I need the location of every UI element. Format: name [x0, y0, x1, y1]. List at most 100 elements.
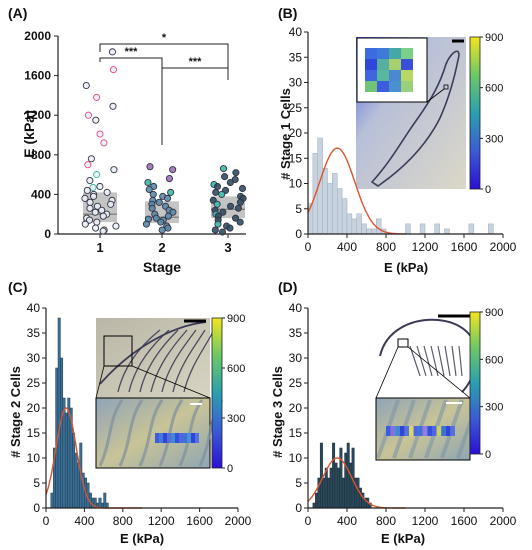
data-point [96, 182, 104, 191]
y-tick-label: 0 [295, 227, 302, 241]
force-map-pixel [167, 433, 171, 443]
force-map-pixel [179, 433, 183, 443]
cell-ridge [437, 345, 445, 377]
y-tick-label: 15 [289, 426, 303, 440]
y-tick-label: 30 [27, 351, 41, 365]
histogram-bar [346, 213, 353, 235]
histogram-bar [361, 223, 367, 235]
x-tick-label: 1200 [148, 514, 175, 528]
zoom-connector [407, 346, 471, 399]
force-map-pixel [427, 426, 432, 436]
cell-ridge [117, 329, 161, 393]
cell-outline [99, 321, 207, 385]
force-map-pixel [445, 426, 451, 436]
x-tick-label: 1600 [451, 514, 478, 528]
panel-c-ylabel: # Stage 2 Cells [8, 366, 23, 458]
force-map-pixel [159, 433, 163, 443]
histogram-bar [74, 452, 78, 509]
data-point [232, 169, 240, 177]
y-tick-label: 20 [289, 401, 303, 415]
data-point [93, 202, 102, 210]
histogram-bar [322, 477, 326, 509]
x-tick-label: 2000 [225, 514, 252, 528]
zoom-connector [375, 346, 399, 399]
y-tick-label: 20 [289, 126, 303, 140]
x-tick-label: 1200 [412, 514, 439, 528]
data-point [167, 188, 175, 196]
y-tick-label: 40 [27, 301, 41, 315]
force-map-pixel [191, 433, 195, 443]
data-point [86, 176, 94, 185]
data-point [226, 224, 234, 232]
cell-ridge [172, 329, 206, 393]
y-tick-label: 25 [27, 376, 41, 390]
cell-ridge [444, 345, 451, 377]
data-point [163, 194, 172, 202]
histogram-bar [50, 492, 54, 509]
cell-ridge [161, 329, 197, 393]
data-point [218, 228, 227, 236]
y-tick-label: 35 [289, 50, 303, 64]
panel-c-xlabel: E (kPa) [120, 531, 164, 546]
colorbar [469, 36, 481, 190]
force-map-pixel [365, 59, 377, 70]
panel-label-c: (C) [8, 279, 27, 295]
data-point [89, 183, 97, 192]
data-point [142, 220, 150, 228]
zoom-connector [95, 365, 105, 399]
y-tick-label: 40 [289, 25, 303, 39]
force-map-pixel [365, 48, 377, 59]
zoom-ridge [118, 399, 144, 467]
y-tick-label: 35 [289, 326, 303, 340]
x-tick-label: 2000 [490, 240, 517, 254]
histogram-bar [337, 188, 343, 235]
histogram-bar [319, 442, 323, 509]
force-map-pixel [409, 426, 414, 436]
y-tick-label: 25 [289, 101, 303, 115]
data-point [218, 190, 226, 198]
force-map-pixel [377, 70, 389, 81]
data-point [155, 198, 163, 206]
y-tick-label: 20 [27, 401, 41, 415]
colorbar-tick-label: 900 [227, 313, 245, 325]
zoom-ridge [158, 399, 184, 467]
data-point [81, 220, 89, 228]
histogram-bar [327, 477, 331, 509]
data-point [93, 218, 101, 226]
y-tick-label: 10 [27, 451, 41, 465]
data-point [110, 166, 118, 174]
colorbar-tick-label: 900 [485, 32, 503, 44]
force-map-pixel [365, 70, 377, 81]
data-point [234, 204, 242, 212]
data-point [213, 182, 222, 191]
histogram-bar [419, 223, 426, 235]
force-map-pixel [171, 433, 175, 443]
force-map-pixel [377, 59, 389, 70]
colorbar-tick-label: 300 [227, 413, 245, 425]
colorbar-tick-label: 600 [485, 83, 503, 95]
force-map-pixel [399, 426, 405, 436]
force-map-pixel [389, 81, 401, 92]
force-map-pixel [389, 70, 401, 81]
force-map-pixel [395, 426, 400, 436]
panel-b-ylabel: # Stage 1 Cells [278, 88, 293, 180]
cell-ridge [183, 329, 215, 393]
significance-label: *** [189, 56, 203, 68]
histogram-bar [405, 223, 411, 235]
data-point [103, 188, 111, 196]
data-point [213, 200, 221, 208]
panel-a-ylabel: E (kPa) [21, 110, 37, 157]
zoom-connector [131, 365, 211, 399]
histogram-bar [344, 452, 348, 509]
data-point [86, 216, 94, 224]
histogram-bar [356, 213, 362, 235]
histogram-bar [376, 218, 382, 235]
x-tick-label: 400 [337, 514, 357, 528]
y-tick-label: 30 [289, 76, 303, 90]
force-map-pixel [163, 433, 167, 443]
y-tick-label: 800 [31, 148, 51, 162]
data-point [107, 200, 115, 208]
data-point [81, 194, 89, 202]
data-point [157, 218, 165, 226]
